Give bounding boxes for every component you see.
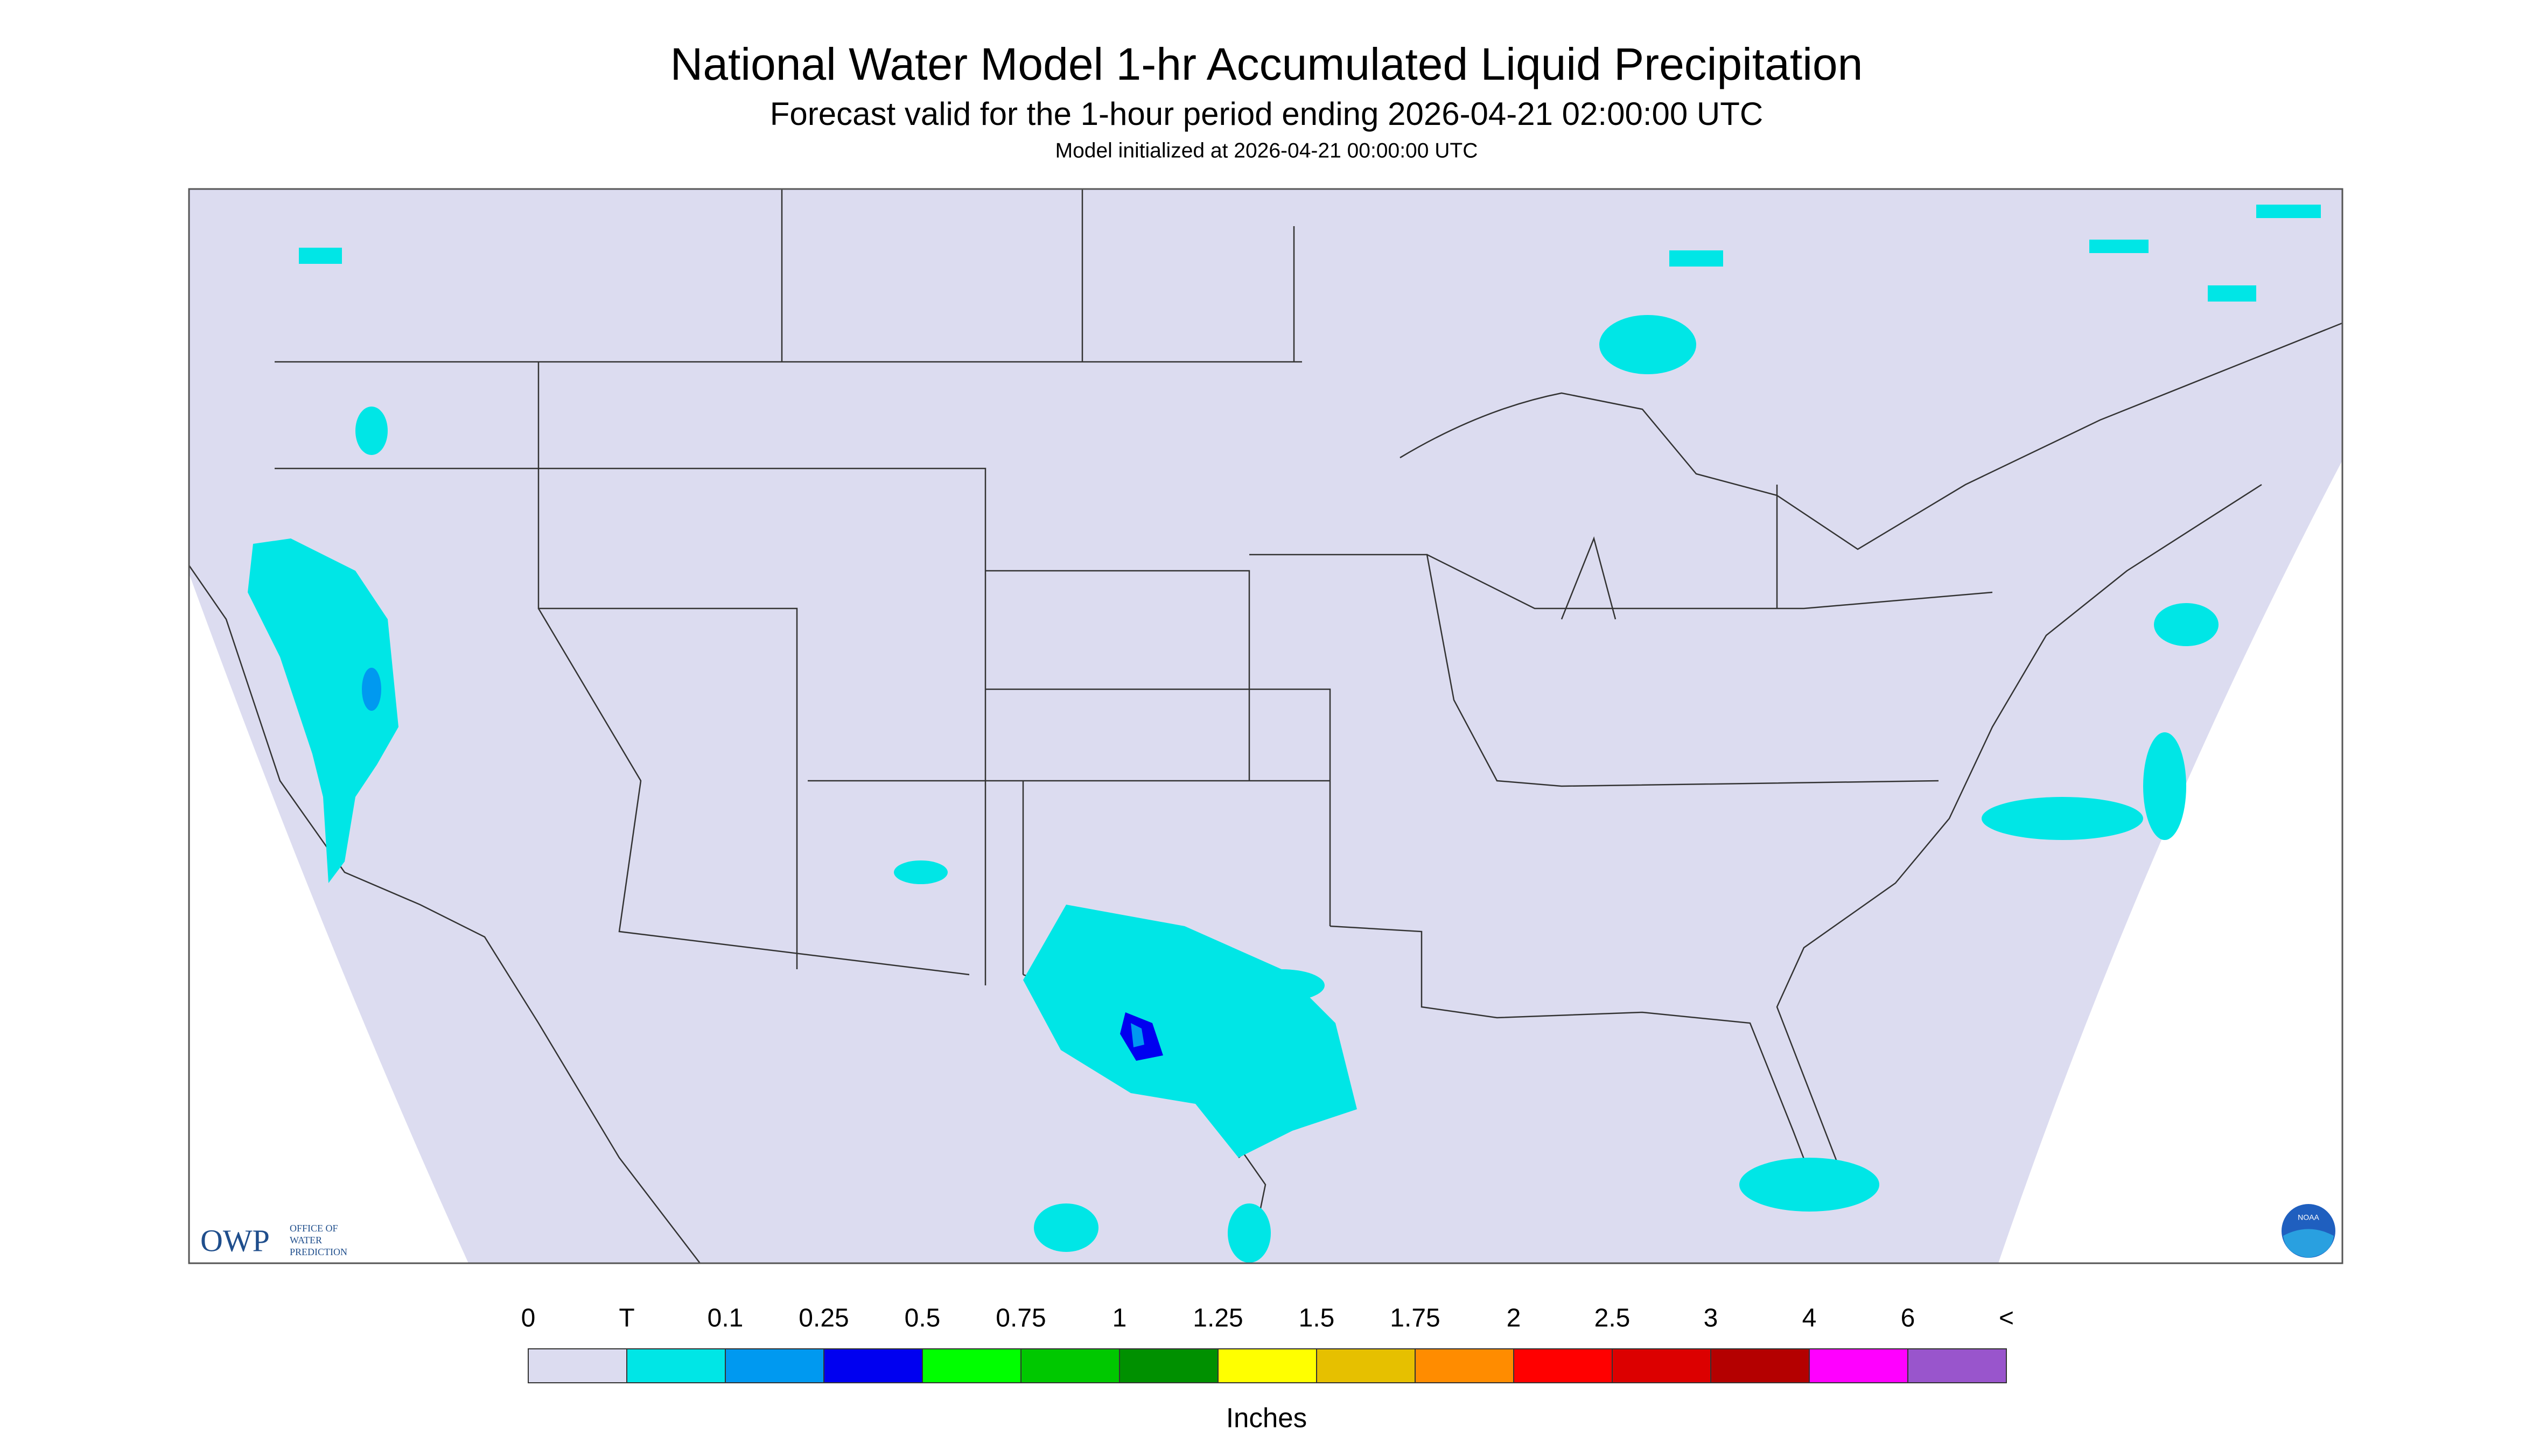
legend-label: 0.25 xyxy=(799,1304,849,1333)
title: National Water Model 1-hr Accumulated Li… xyxy=(670,39,1863,89)
legend-swatch xyxy=(1020,1348,1120,1383)
legend: 0 T 0.1 0.25 0.5 0.75 1 1.25 1.5 1.75 2 2.5 3 4 6 < xyxy=(521,1304,2014,1383)
legend-label: 0.5 xyxy=(905,1304,941,1333)
legend-label: 3 xyxy=(1704,1304,1718,1333)
owp-name: OFFICE OF xyxy=(290,1223,338,1234)
legend-swatch xyxy=(1710,1348,1810,1383)
legend-swatch xyxy=(823,1348,923,1383)
owp-logo: OWP xyxy=(200,1223,270,1258)
precipitation xyxy=(248,205,2321,1263)
owp-name: PREDICTION xyxy=(290,1247,347,1257)
legend-label: T xyxy=(619,1304,634,1333)
legend-swatch xyxy=(1415,1348,1514,1383)
projection-edge xyxy=(1998,460,2342,1263)
init-time: Model initialized at 2026-04-21 00:00:00… xyxy=(1055,139,1478,162)
legend-swatch xyxy=(1612,1348,1711,1383)
legend-swatch xyxy=(1217,1348,1317,1383)
legend-label: 2 xyxy=(1507,1304,1521,1333)
borders xyxy=(188,189,2343,1264)
legend-swatch xyxy=(528,1348,627,1383)
legend-label: 2.5 xyxy=(1594,1304,1631,1333)
legend-label: 1.75 xyxy=(1390,1304,1440,1333)
legend-swatch xyxy=(1809,1348,1908,1383)
legend-label: 4 xyxy=(1802,1304,1817,1333)
legend-label: 0.75 xyxy=(996,1304,1046,1333)
legend-unit: Inches xyxy=(1226,1402,1307,1433)
map-frame xyxy=(188,188,2343,1264)
legend-swatch xyxy=(1513,1348,1613,1383)
subtitle: Forecast valid for the 1-hour period end… xyxy=(770,96,1763,132)
projection-edge xyxy=(189,573,468,1263)
legend-swatch xyxy=(725,1348,824,1383)
legend-swatch xyxy=(626,1348,726,1383)
legend-swatch xyxy=(1907,1348,2007,1383)
legend-label: 1.25 xyxy=(1193,1304,1243,1333)
legend-label: 0 xyxy=(521,1304,536,1333)
legend-label: < xyxy=(1999,1304,2014,1333)
legend-label: 1 xyxy=(1112,1304,1127,1333)
legend-swatch xyxy=(922,1348,1021,1383)
legend-swatch xyxy=(1119,1348,1219,1383)
owp-name: WATER xyxy=(290,1235,322,1245)
legend-label: 1.5 xyxy=(1299,1304,1335,1333)
noaa-logo-wave xyxy=(2283,1229,2334,1258)
noaa-logo-text: NOAA xyxy=(2298,1213,2319,1222)
legend-label: 0.1 xyxy=(708,1304,744,1333)
legend-label: 6 xyxy=(1901,1304,1915,1333)
legend-swatch xyxy=(1316,1348,1416,1383)
